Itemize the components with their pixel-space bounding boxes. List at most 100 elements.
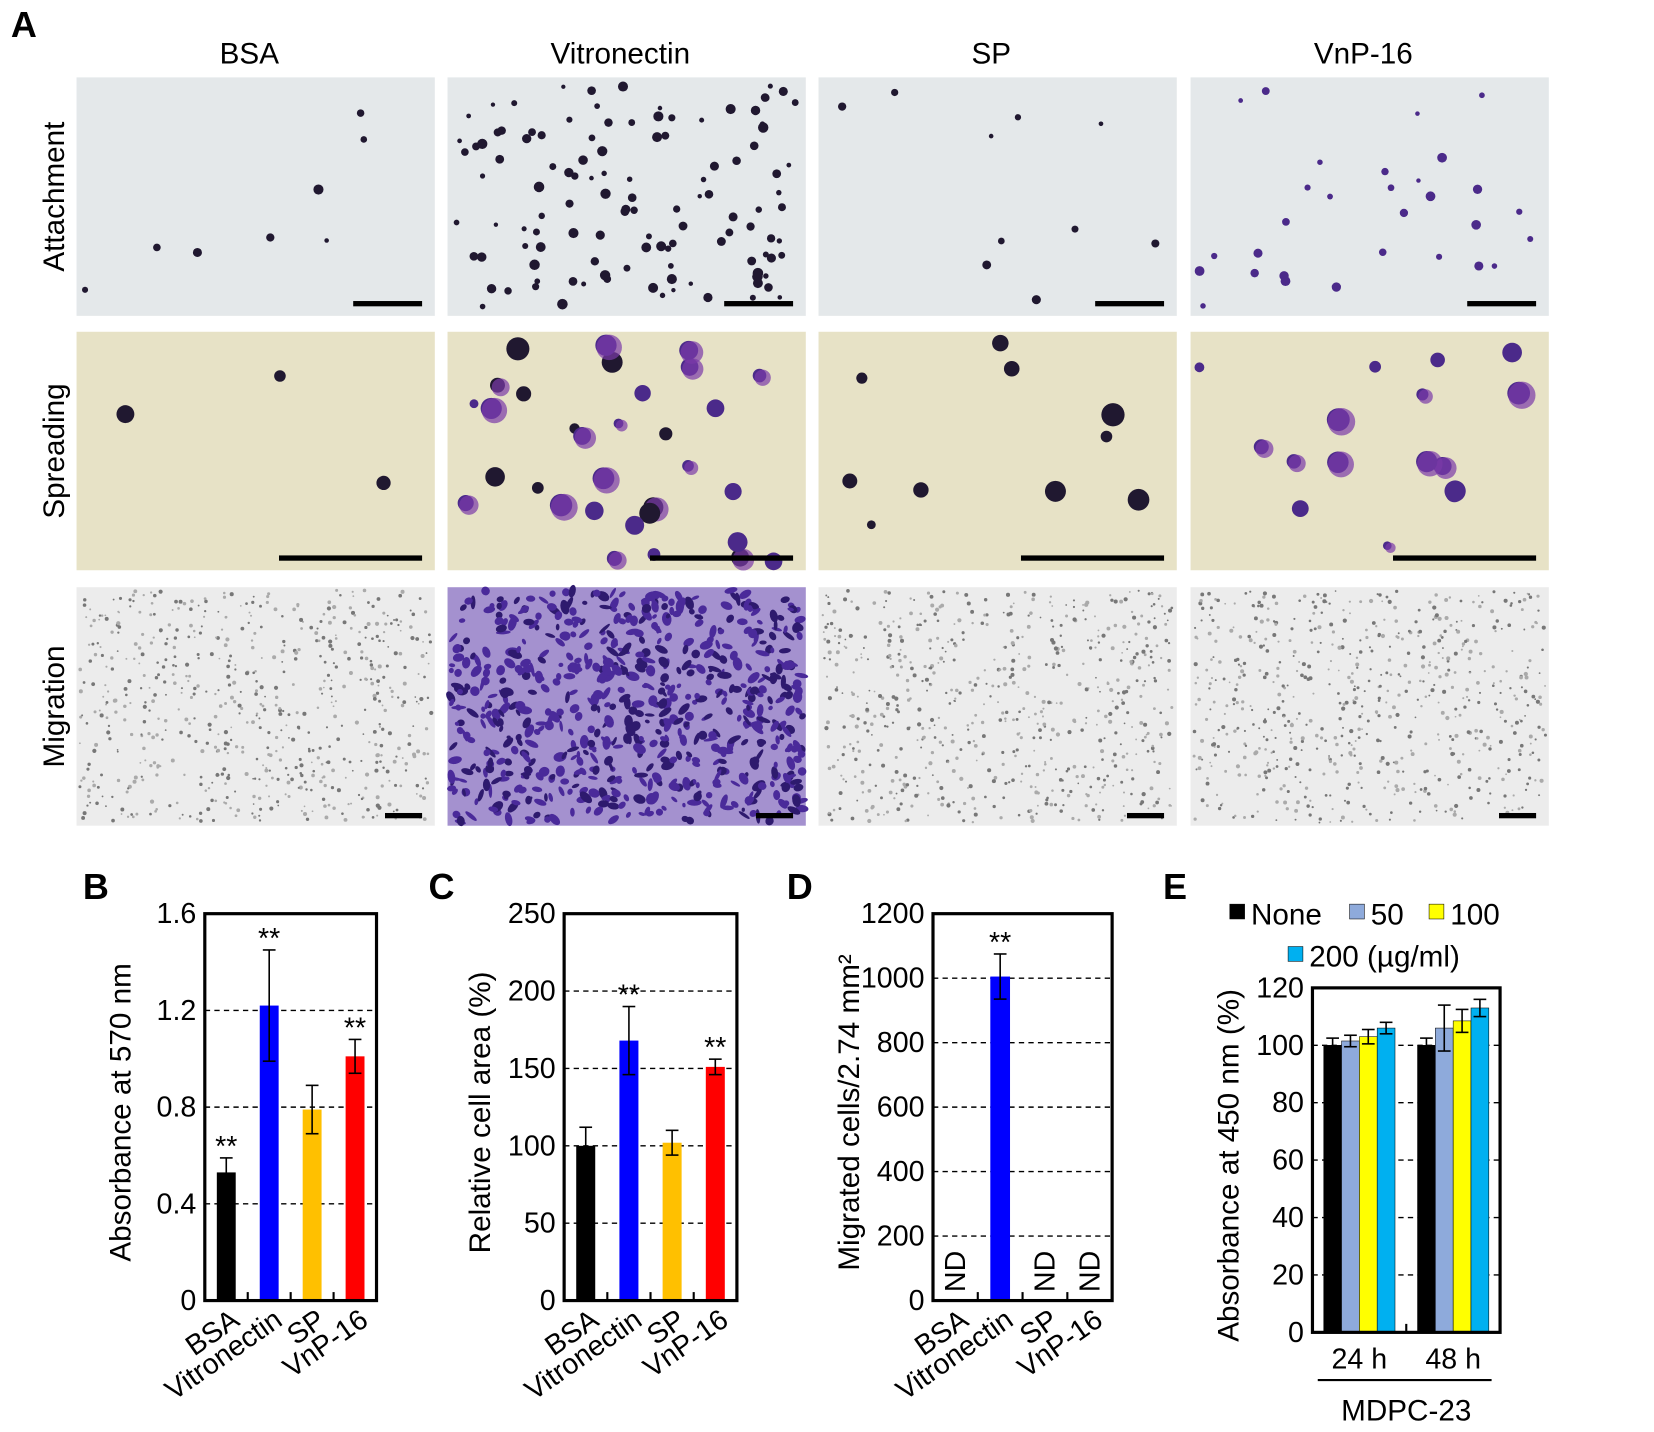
speck: [1266, 761, 1270, 764]
image-background: [818, 77, 1177, 316]
cell: [448, 667, 454, 674]
cell: [511, 799, 521, 806]
speck: [1524, 675, 1529, 680]
speck: [393, 619, 396, 621]
cell: [510, 745, 519, 755]
cell: [703, 804, 713, 815]
speck: [1356, 686, 1360, 690]
speck: [1264, 774, 1267, 777]
speck: [1468, 786, 1471, 790]
speck: [850, 816, 855, 821]
speck: [947, 640, 950, 643]
cell: [324, 238, 329, 243]
cell: [683, 637, 694, 647]
speck: [1205, 717, 1209, 722]
significance: **: [704, 1032, 726, 1064]
cell-body: [1288, 454, 1306, 473]
cell: [992, 334, 1009, 352]
speck: [914, 793, 919, 798]
cell: [597, 146, 608, 157]
cell: [715, 639, 721, 650]
cell: [766, 253, 776, 263]
speck: [140, 733, 143, 736]
speck: [187, 734, 191, 738]
speck: [1282, 784, 1286, 788]
speck: [1209, 761, 1212, 764]
speck: [937, 797, 941, 801]
cell: [565, 199, 574, 208]
speck: [368, 741, 371, 744]
speck: [964, 592, 969, 597]
speck: [921, 735, 926, 740]
speck: [1072, 764, 1077, 769]
cell: [531, 481, 544, 494]
speck: [120, 807, 125, 812]
error-bar: [219, 1157, 233, 1188]
speck: [874, 784, 878, 787]
speck: [424, 610, 428, 614]
speck: [222, 591, 226, 595]
speck: [1359, 766, 1363, 770]
speck: [399, 784, 403, 788]
speck: [131, 593, 136, 597]
speck: [224, 801, 228, 805]
speck: [1090, 639, 1093, 642]
cell: [794, 672, 809, 679]
speck: [342, 684, 346, 689]
cell: [706, 673, 715, 681]
speck: [369, 678, 373, 681]
speck: [852, 671, 855, 674]
speck: [1017, 686, 1020, 689]
speck: [992, 804, 996, 809]
speck: [1132, 655, 1137, 660]
speck: [1122, 805, 1125, 808]
speck: [1520, 719, 1523, 723]
speck: [95, 801, 99, 806]
speck: [1417, 634, 1420, 638]
speck: [258, 819, 262, 822]
cell: [604, 755, 614, 766]
speck: [899, 802, 903, 806]
speck: [1315, 733, 1319, 738]
speck: [1351, 820, 1354, 823]
speck: [116, 650, 119, 652]
speck: [1049, 802, 1054, 807]
speck: [1331, 807, 1334, 811]
speck: [375, 795, 380, 800]
speck: [1283, 715, 1285, 718]
speck: [1309, 799, 1312, 802]
speck: [1322, 593, 1327, 598]
speck: [1541, 648, 1544, 652]
speck: [1357, 736, 1361, 739]
speck: [1513, 694, 1516, 697]
speck: [976, 676, 980, 680]
cell: [982, 260, 992, 270]
speck: [1036, 804, 1039, 807]
cell: [513, 784, 523, 793]
speck: [985, 613, 989, 617]
speck: [1042, 769, 1046, 772]
cell: [600, 736, 608, 743]
speck: [1019, 736, 1023, 740]
cell: [672, 610, 682, 618]
cell: [585, 658, 593, 670]
cell: [756, 716, 771, 724]
speck: [100, 773, 103, 777]
speck: [1031, 592, 1036, 597]
cell: [626, 176, 633, 182]
speck: [328, 745, 331, 748]
cell: [1031, 295, 1041, 305]
speck: [886, 643, 891, 648]
speck: [1023, 590, 1027, 594]
speck: [1101, 785, 1105, 789]
speck: [281, 614, 284, 618]
cell: [757, 739, 765, 748]
speck: [198, 631, 202, 635]
cell: [694, 614, 704, 620]
speck: [382, 766, 385, 770]
speck: [1205, 668, 1209, 672]
cell: [716, 689, 723, 698]
speck: [1433, 683, 1436, 687]
speck: [1212, 736, 1215, 739]
cell: [571, 783, 580, 789]
